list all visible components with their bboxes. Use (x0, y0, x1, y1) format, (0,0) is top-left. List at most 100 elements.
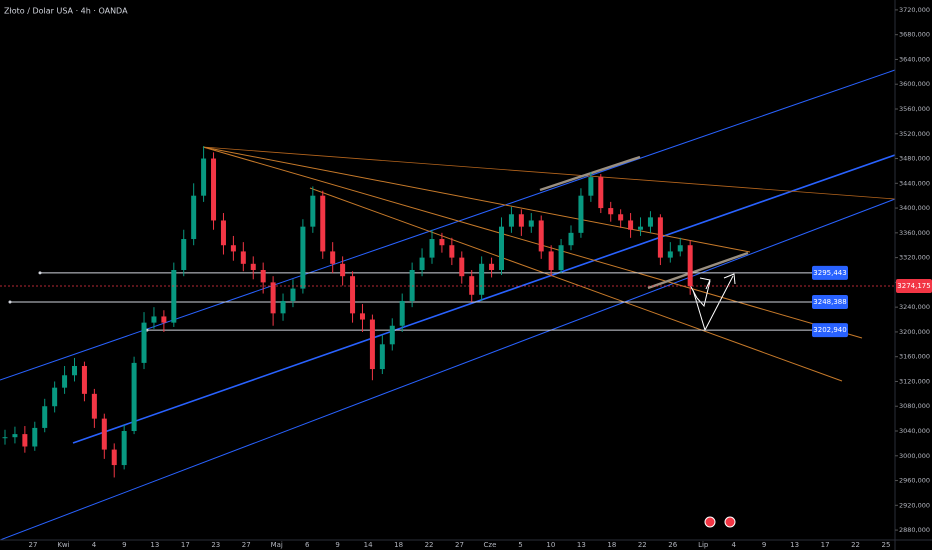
event-icon[interactable] (724, 516, 736, 528)
channel-line (72, 154, 896, 444)
candle-body (62, 375, 68, 388)
x-tick-label: Maj (271, 541, 283, 549)
y-tick-label: 3040,000 (899, 427, 930, 435)
level-label-box (812, 294, 848, 309)
arrow (696, 280, 711, 308)
x-tick-label: 26 (668, 541, 677, 549)
candle-body (151, 316, 157, 323)
x-tick-label: 18 (607, 541, 616, 549)
candle-body (657, 217, 663, 258)
candle-body (638, 226, 644, 230)
y-tick-label: 3240,000 (899, 303, 930, 311)
arrow-head (723, 273, 736, 285)
last-price-box (896, 278, 932, 293)
candle-body (230, 245, 236, 252)
y-tick-label: 3640,000 (899, 55, 930, 63)
y-tick-label: 3000,000 (899, 452, 930, 460)
candle-body (310, 195, 316, 227)
x-tick-label: 5 (518, 541, 522, 549)
x-tick-label: 27 (29, 541, 38, 549)
y-tick-label: 3600,000 (899, 80, 930, 88)
candle-body (12, 434, 18, 438)
x-tick-label: 4 (731, 541, 736, 549)
y-tick-label: 3560,000 (899, 105, 930, 113)
level-label: 3202,940 (813, 326, 846, 334)
x-tick-label: 25 (882, 541, 891, 549)
candle-body (469, 276, 475, 295)
x-tick-label: 17 (821, 541, 830, 549)
y-tick-label: 3080,000 (899, 402, 930, 410)
y-tick-label: 2960,000 (899, 477, 930, 485)
candle-body (479, 263, 485, 295)
candle-body (359, 313, 365, 320)
candle-body (81, 365, 87, 394)
arrow-head (699, 277, 711, 290)
candle-body (42, 406, 48, 428)
last-price-label: 3274,175 (897, 282, 930, 290)
y-tick-label: 3720,000 (899, 6, 930, 14)
x-tick-label: 22 (851, 541, 860, 549)
candle-body (558, 245, 564, 270)
candle-body (91, 393, 97, 419)
candle-body (161, 316, 167, 323)
candle-body (300, 226, 306, 289)
candle-body (419, 257, 425, 270)
level-anchor (8, 300, 12, 304)
x-tick-label: 22 (638, 541, 647, 549)
x-tick-label: 9 (762, 541, 766, 549)
candle-body (508, 214, 514, 227)
level-label-box (812, 323, 848, 338)
level-label: 3248,388 (813, 298, 846, 306)
highlight-segment (647, 251, 749, 290)
x-tick-label: 13 (150, 541, 159, 549)
y-tick-label: 3160,000 (899, 353, 930, 361)
x-tick-label: Lip (698, 541, 709, 549)
x-tick-label: 27 (455, 541, 464, 549)
x-tick-label: 9 (122, 541, 126, 549)
y-tick-label: 3320,000 (899, 254, 930, 262)
x-tick-label: 9 (335, 541, 339, 549)
candle-body (379, 344, 385, 370)
y-tick-label: 2920,000 (899, 501, 930, 509)
level-anchor (38, 271, 42, 275)
x-tick-label: 10 (546, 541, 555, 549)
candle-body (568, 232, 574, 246)
candle-body (528, 220, 534, 227)
candle-body (399, 300, 405, 326)
candle-body (270, 282, 276, 314)
candle-body (588, 177, 594, 196)
candle-body (121, 431, 127, 466)
candle-body (489, 263, 495, 270)
candle-body (32, 427, 38, 447)
candle-body (538, 220, 544, 252)
x-tick-label: 17 (181, 541, 190, 549)
event-icon[interactable] (704, 516, 716, 528)
candle-body (459, 257, 465, 277)
candle-body (499, 226, 504, 270)
candle-body (240, 251, 246, 264)
candle-body (131, 362, 137, 432)
x-tick-label: Cze (484, 541, 497, 549)
candle-body (72, 365, 78, 376)
x-tick-label: 22 (425, 541, 434, 549)
y-tick-label: 3400,000 (899, 204, 930, 212)
candle-body (290, 288, 296, 301)
y-tick-label: 3480,000 (899, 155, 930, 163)
candle-body (220, 220, 226, 246)
y-tick-label: 3120,000 (899, 377, 930, 385)
candle-body (260, 270, 266, 283)
y-tick-label: 3200,000 (899, 328, 930, 336)
level-label: 3295,443 (813, 269, 846, 277)
x-tick-label: 6 (305, 541, 310, 549)
candle-body (141, 322, 147, 363)
candle-body (429, 239, 435, 258)
candle-body (389, 325, 395, 345)
candle-body (439, 239, 445, 246)
chart-title: Złoto / Dolar USA · 4h · OANDA (4, 7, 128, 16)
candle-body (677, 245, 683, 252)
candle-body (578, 195, 584, 233)
y-tick-label: 3680,000 (899, 31, 930, 39)
x-tick-label: 27 (242, 541, 251, 549)
